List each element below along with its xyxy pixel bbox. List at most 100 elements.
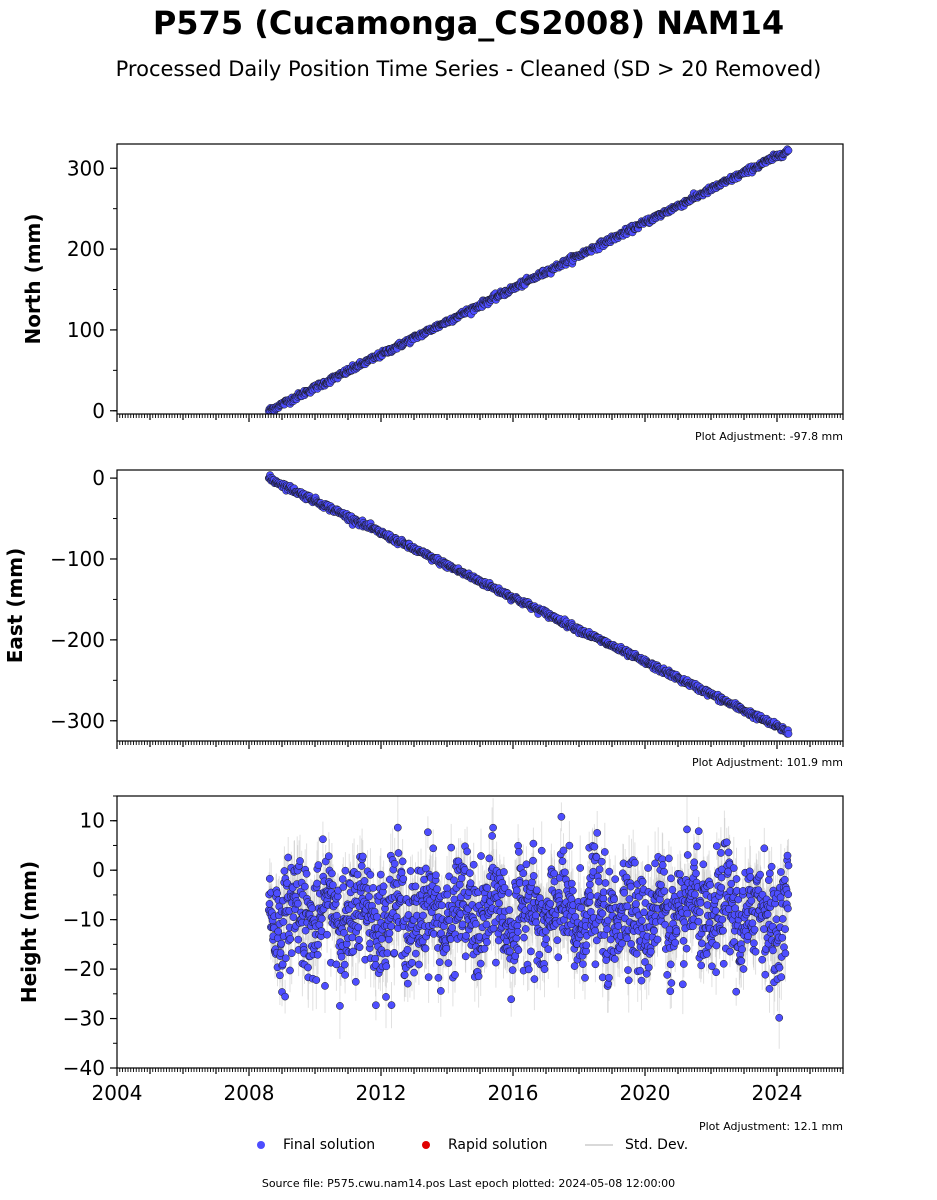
data-point <box>286 935 295 943</box>
data-point <box>319 835 327 844</box>
data-point <box>550 869 559 878</box>
data-point <box>308 904 316 913</box>
data-point <box>514 946 523 954</box>
data-point <box>507 995 516 1004</box>
data-point <box>554 953 563 962</box>
data-point <box>492 958 500 967</box>
data-point <box>524 965 533 974</box>
data-point <box>532 886 541 895</box>
data-point <box>313 879 321 888</box>
data-series <box>264 796 793 1049</box>
data-point <box>581 973 589 982</box>
data-point <box>529 839 538 848</box>
data-point <box>302 869 311 878</box>
data-point <box>595 865 604 874</box>
data-point <box>477 852 485 860</box>
data-point <box>618 939 626 948</box>
data-point <box>424 973 433 982</box>
data-point <box>406 867 415 875</box>
plot-adjustment-label: Plot Adjustment: -97.8 mm <box>695 430 843 443</box>
data-point <box>369 884 378 892</box>
data-point <box>400 971 409 979</box>
data-point <box>338 875 347 883</box>
data-point <box>458 920 467 929</box>
data-point <box>373 913 381 921</box>
data-point <box>483 938 491 946</box>
data-point <box>437 901 446 910</box>
data-point <box>399 875 408 883</box>
data-point <box>387 1001 396 1009</box>
y-tick-label: 0 <box>92 399 105 423</box>
data-point <box>336 1002 344 1010</box>
data-point <box>512 934 521 943</box>
data-point <box>653 935 662 944</box>
data-point <box>276 971 284 980</box>
y-tick-label: 300 <box>67 156 105 180</box>
data-point <box>570 962 579 970</box>
data-series <box>264 145 793 414</box>
data-point <box>393 823 402 832</box>
data-point <box>301 882 309 891</box>
data-point <box>403 945 412 954</box>
data-point <box>281 954 290 963</box>
data-point <box>601 879 610 887</box>
data-point <box>610 955 619 963</box>
data-point <box>457 874 466 883</box>
data-point <box>448 923 457 932</box>
data-point <box>463 847 471 856</box>
data-point <box>640 908 648 917</box>
data-point <box>474 972 483 981</box>
data-point <box>432 871 440 880</box>
data-point <box>623 902 632 911</box>
data-point <box>469 860 478 869</box>
data-point <box>436 987 445 995</box>
data-point <box>784 146 793 155</box>
data-point <box>569 886 577 895</box>
data-point <box>355 935 363 944</box>
data-point <box>387 922 396 931</box>
data-point <box>550 877 559 886</box>
data-point <box>339 883 348 891</box>
data-point <box>591 926 599 935</box>
data-point <box>483 884 492 892</box>
data-point <box>278 960 287 969</box>
data-point <box>360 877 369 885</box>
data-point <box>351 977 360 986</box>
data-point <box>466 869 474 877</box>
data-point <box>784 729 793 738</box>
panel-1: 0 100 200 300 North (mm) Plot Adjustment: -97… <box>21 143 844 443</box>
data-point <box>410 968 418 977</box>
data-point <box>358 852 367 861</box>
data-point <box>644 864 652 872</box>
data-point <box>323 930 331 939</box>
data-point <box>599 888 608 897</box>
data-point <box>289 913 298 922</box>
data-point <box>455 880 464 889</box>
data-point <box>638 877 647 886</box>
data-point <box>372 1001 380 1010</box>
data-point <box>620 888 629 897</box>
data-point <box>512 886 521 895</box>
data-point <box>286 966 294 975</box>
data-point <box>627 940 635 948</box>
data-point <box>450 876 458 885</box>
data-point <box>529 856 537 865</box>
data-point <box>638 916 646 925</box>
data-point <box>366 870 375 879</box>
data-point <box>447 843 456 852</box>
data-point <box>485 854 494 863</box>
data-point <box>304 963 312 972</box>
data-point <box>385 875 394 884</box>
data-point <box>294 899 302 908</box>
data-point <box>415 960 423 969</box>
chart-title: P575 (Cucamonga_CS2008) NAM14 <box>152 4 785 42</box>
data-point <box>605 867 614 876</box>
data-point <box>504 889 513 897</box>
data-point <box>280 867 289 875</box>
data-point <box>513 927 522 936</box>
data-point <box>586 880 594 889</box>
data-point <box>462 931 470 940</box>
data-point <box>411 882 420 891</box>
data-point <box>625 895 634 903</box>
data-series <box>264 471 793 738</box>
